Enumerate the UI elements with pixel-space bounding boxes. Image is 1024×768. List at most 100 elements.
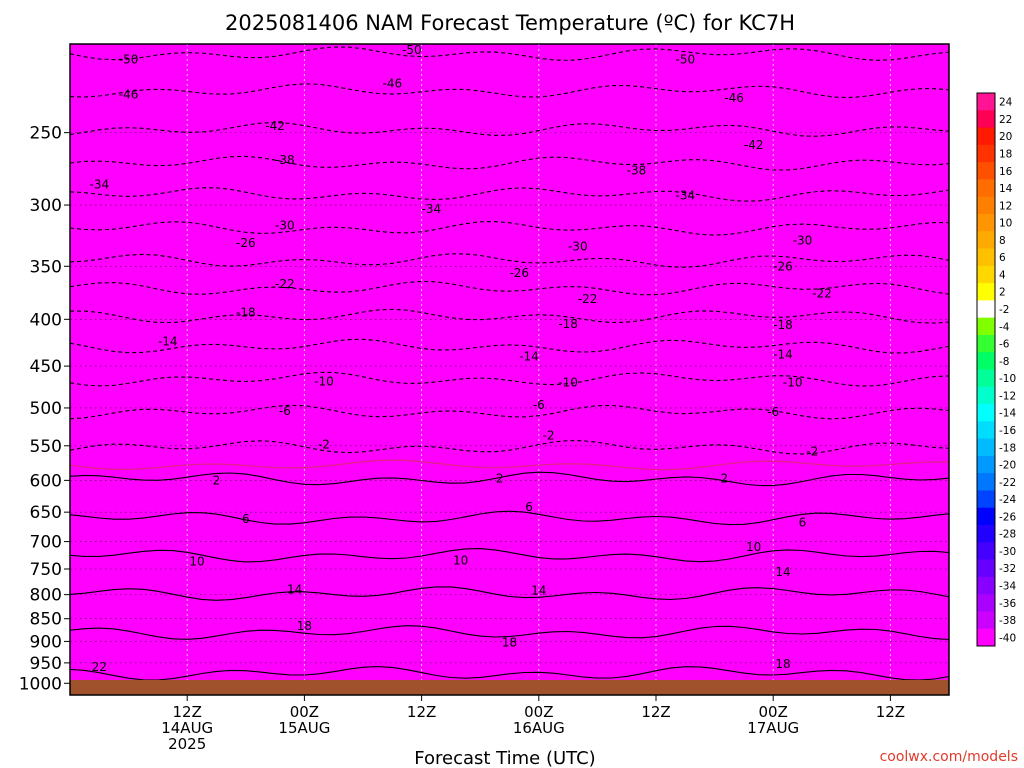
colorbar-swatch — [977, 404, 995, 422]
x-tick-label: 12Z — [641, 703, 670, 721]
colorbar-swatch — [977, 473, 995, 491]
colorbar-swatch — [977, 162, 995, 180]
colorbar-label: -6 — [999, 339, 1010, 351]
colorbar-label: 22 — [999, 114, 1012, 126]
contour-label: -14 — [519, 349, 539, 363]
y-tick-label: 400 — [30, 310, 62, 330]
colorbar-label: -32 — [999, 563, 1016, 575]
y-tick-label: 850 — [30, 610, 62, 630]
grid-lines — [70, 44, 949, 695]
x-tick-label: 00Z — [290, 703, 319, 721]
colorbar-swatch — [977, 542, 995, 561]
colorbar-swatch — [977, 317, 995, 336]
contour-label: 18 — [775, 657, 790, 671]
contour-label: -2 — [806, 445, 818, 459]
colorbar-frame — [976, 92, 996, 647]
x-tick-label: 15AUG — [278, 719, 330, 737]
contour-label: -22 — [578, 292, 598, 306]
contour-label: -38 — [627, 163, 647, 177]
colorbar-swatch — [977, 231, 995, 250]
colorbar-swatch — [977, 438, 995, 457]
isotherm--46 — [70, 83, 949, 99]
freezing-line — [70, 459, 949, 471]
contour-label: -30 — [275, 219, 295, 233]
colorbar-label: -22 — [999, 477, 1016, 489]
colorbar-label: -34 — [999, 581, 1016, 593]
x-tick-label: 12Z — [407, 703, 436, 721]
isotherm--14 — [70, 338, 949, 354]
contour-label: 2 — [721, 471, 729, 485]
contour-label: 6 — [525, 500, 533, 514]
contour-label: -30 — [568, 239, 588, 253]
y-tick-label: 450 — [30, 357, 62, 377]
contour-label: -10 — [558, 376, 578, 390]
colorbar-label: -24 — [999, 494, 1016, 506]
isotherm-10 — [70, 548, 949, 563]
colorbar-swatch — [977, 507, 995, 526]
colorbar-label: 20 — [999, 131, 1012, 143]
contour-label: -18 — [773, 318, 793, 332]
colorbar-label: 10 — [999, 218, 1012, 230]
colorbar-label: 18 — [999, 148, 1012, 160]
x-tick-label: 00Z — [524, 703, 553, 721]
colorbar-swatch — [977, 283, 995, 301]
colorbar: 24 22 20 18 16 14 12 10 8 6 4 2 -2 -4 -6 -8 -10 -12 -14 -16… — [976, 92, 1016, 647]
contour-label: -26 — [509, 266, 529, 280]
colorbar-label: -28 — [999, 529, 1016, 541]
isotherm--10 — [70, 371, 949, 387]
contour-label: 22 — [92, 660, 107, 674]
contour-label: -22 — [275, 277, 295, 291]
isotherm-6 — [70, 510, 949, 526]
y-tick-label: 900 — [30, 632, 62, 652]
colorbar-swatch — [977, 300, 995, 319]
contour-label: 14 — [287, 583, 302, 597]
contour-label: -2 — [318, 437, 330, 451]
y-tick-label: 650 — [30, 503, 62, 523]
x-tick-label: 12Z — [876, 703, 905, 721]
colorbar-label: 6 — [999, 252, 1006, 264]
y-tick-label: 300 — [30, 196, 62, 216]
contour-label: -6 — [533, 398, 545, 412]
plot-area: -50 -50 -50 -46 -46 -46 -42 -42 -38 -38 -34 -34 -34 -… — [70, 44, 949, 695]
x-tick-label: 00Z — [759, 703, 788, 721]
colorbar-label: -4 — [999, 321, 1010, 333]
colorbar-swatch — [977, 265, 995, 284]
contour-label: 10 — [189, 555, 204, 569]
contour-label: -34 — [675, 189, 695, 203]
colorbar-label: -30 — [999, 546, 1016, 558]
contour-label: -18 — [558, 317, 578, 331]
contour-label: -10 — [783, 376, 803, 390]
colorbar-label: 2 — [999, 287, 1006, 299]
isotherm--34 — [70, 187, 949, 202]
contour-label: -30 — [793, 233, 813, 247]
contour-label: 18 — [297, 619, 312, 633]
contour-label: 2 — [496, 471, 504, 485]
colorbar-label: 12 — [999, 200, 1012, 212]
colorbar-swatch — [977, 628, 995, 647]
temperature-bands — [70, 44, 949, 695]
isotherm--6 — [70, 404, 949, 420]
colorbar-swatch — [977, 127, 995, 146]
contour-label: -2 — [543, 429, 555, 443]
colorbar-label: -8 — [999, 356, 1009, 368]
colorbar-label: -16 — [999, 425, 1016, 437]
y-tick-label: 550 — [30, 437, 62, 457]
colorbar-swatch — [977, 93, 995, 111]
isotherm--26 — [70, 253, 949, 268]
colorbar-label: 4 — [999, 269, 1006, 281]
colorbar-label: -26 — [999, 511, 1016, 523]
contour-label: 10 — [746, 540, 761, 554]
contour-label: -38 — [275, 153, 295, 167]
isotherm-2 — [70, 471, 949, 487]
contour-label: -46 — [382, 77, 402, 91]
colorbar-swatch — [977, 490, 995, 509]
colorbar-swatch — [977, 213, 995, 232]
isotherm--2 — [70, 440, 949, 455]
colorbar-label: 16 — [999, 166, 1013, 178]
isotherm--22 — [70, 280, 949, 296]
colorbar-label: 24 — [999, 97, 1013, 109]
x-tick-label: 16AUG — [513, 719, 565, 737]
ground-surface — [70, 680, 949, 695]
colorbar-swatch — [977, 525, 995, 543]
